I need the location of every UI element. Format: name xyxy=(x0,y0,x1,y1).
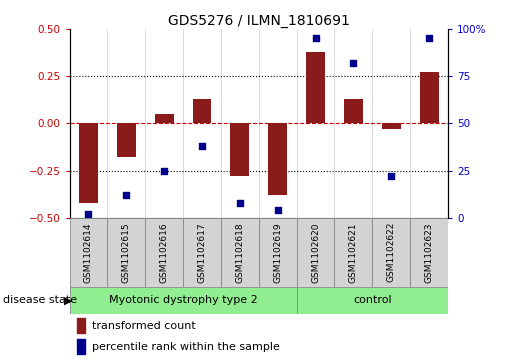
Title: GDS5276 / ILMN_1810691: GDS5276 / ILMN_1810691 xyxy=(168,14,350,28)
Bar xyxy=(221,218,259,287)
Text: GSM1102617: GSM1102617 xyxy=(198,222,207,283)
Bar xyxy=(420,73,439,123)
Bar xyxy=(230,123,249,176)
Text: percentile rank within the sample: percentile rank within the sample xyxy=(92,342,280,351)
Text: ▶: ▶ xyxy=(64,295,73,305)
Text: GSM1102614: GSM1102614 xyxy=(84,222,93,282)
Bar xyxy=(382,123,401,129)
Text: GSM1102618: GSM1102618 xyxy=(235,222,244,283)
Text: control: control xyxy=(353,295,392,305)
Text: GSM1102621: GSM1102621 xyxy=(349,222,358,282)
Bar xyxy=(107,218,145,287)
Point xyxy=(84,211,93,217)
Bar xyxy=(183,218,221,287)
Bar xyxy=(70,287,297,314)
Bar xyxy=(77,318,85,333)
Bar xyxy=(335,218,372,287)
Bar xyxy=(193,99,212,123)
Bar xyxy=(70,218,107,287)
Bar xyxy=(410,218,448,287)
Point xyxy=(236,200,244,205)
Point xyxy=(387,174,396,179)
Point xyxy=(425,36,433,41)
Text: Myotonic dystrophy type 2: Myotonic dystrophy type 2 xyxy=(109,295,258,305)
Bar xyxy=(306,52,325,123)
Bar xyxy=(297,287,448,314)
Bar xyxy=(268,123,287,195)
Text: GSM1102615: GSM1102615 xyxy=(122,222,131,283)
Bar xyxy=(372,218,410,287)
Text: transformed count: transformed count xyxy=(92,321,196,331)
Text: GSM1102620: GSM1102620 xyxy=(311,222,320,282)
Text: GSM1102623: GSM1102623 xyxy=(425,222,434,282)
Bar xyxy=(154,114,174,123)
Point xyxy=(198,143,206,149)
Bar xyxy=(79,123,98,203)
Point xyxy=(312,36,320,41)
Bar xyxy=(259,218,297,287)
Point xyxy=(349,60,357,66)
Bar xyxy=(117,123,136,158)
Text: GSM1102619: GSM1102619 xyxy=(273,222,282,283)
Text: GSM1102616: GSM1102616 xyxy=(160,222,168,283)
Bar xyxy=(297,218,335,287)
Bar xyxy=(344,99,363,123)
Bar xyxy=(145,218,183,287)
Point xyxy=(160,168,168,174)
Point xyxy=(273,207,282,213)
Text: disease state: disease state xyxy=(3,295,77,305)
Bar xyxy=(77,339,85,354)
Point xyxy=(122,192,130,198)
Text: GSM1102622: GSM1102622 xyxy=(387,222,396,282)
